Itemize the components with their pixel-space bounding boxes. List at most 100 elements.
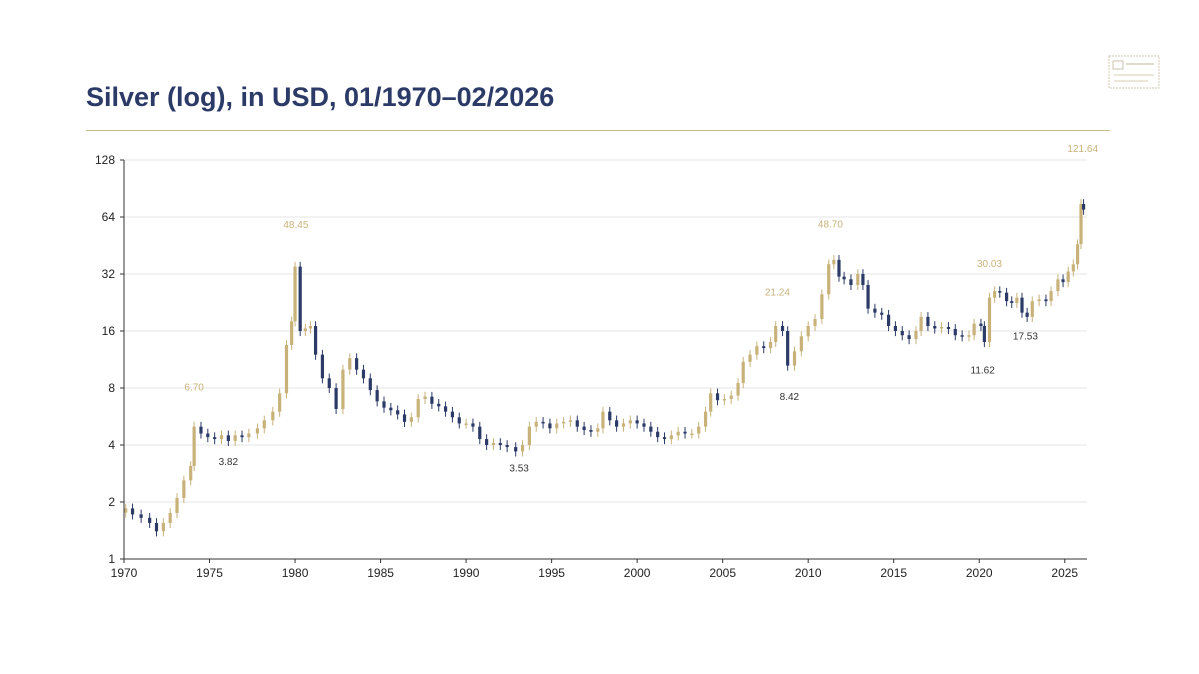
candle-down — [715, 393, 720, 401]
peak-annotation: 30.03 — [977, 259, 1002, 270]
candle-up — [161, 522, 165, 532]
candle-down — [213, 437, 217, 440]
candle-down — [926, 316, 930, 327]
candle-down — [313, 326, 318, 355]
candle-down — [541, 421, 545, 424]
y-tick-label: 64 — [102, 210, 116, 224]
candle-down — [1010, 301, 1014, 303]
candle-up — [219, 435, 224, 440]
candle-down — [866, 284, 870, 309]
candle-down — [982, 326, 986, 342]
candle-down — [575, 420, 579, 427]
candle-up — [262, 420, 266, 429]
candle-down — [780, 326, 785, 331]
candle-up — [175, 497, 179, 513]
candle-up — [690, 433, 694, 436]
candle-up — [709, 393, 713, 412]
candle-up — [820, 294, 824, 320]
candle-down — [762, 346, 766, 349]
candle-down — [960, 335, 964, 337]
candle-down — [154, 522, 159, 532]
y-tick-label: 16 — [102, 324, 116, 338]
candle-up — [423, 396, 427, 399]
candle-down — [615, 420, 619, 427]
candle-down — [226, 435, 230, 441]
candle-down — [355, 358, 359, 370]
peak-annotation: 21.24 — [765, 288, 790, 299]
candle-down — [582, 426, 586, 431]
candle-down — [396, 410, 400, 415]
title-divider — [86, 130, 1110, 131]
candle-up — [464, 423, 468, 425]
candle-up — [669, 435, 673, 440]
x-tick-label: 2020 — [966, 566, 993, 580]
y-tick-label: 128 — [95, 153, 115, 167]
candle-up — [255, 428, 260, 434]
candle-up — [755, 346, 759, 355]
candle-down — [514, 447, 518, 452]
candle-down — [1005, 292, 1009, 302]
grid-lines — [124, 159, 1087, 503]
candle-down — [139, 514, 143, 518]
annotations: 6.70 3.82 48.45 3.53 21.24 8.42 48.70 11.62 30.0… — [184, 144, 1098, 474]
candle-down — [849, 279, 853, 285]
candle-up — [628, 420, 632, 424]
candle-up — [561, 421, 566, 424]
candle-up — [827, 264, 831, 295]
candle-up — [182, 480, 186, 498]
candle-down — [548, 423, 552, 429]
candle-up — [1075, 244, 1080, 265]
candle-up — [348, 358, 352, 370]
candle-down — [933, 326, 937, 329]
candle-up — [856, 274, 860, 285]
candle-up — [555, 423, 559, 429]
candle-up — [774, 326, 778, 342]
x-tick-label: 1985 — [367, 566, 394, 580]
candle-down — [361, 369, 366, 379]
peak-annotation: 121.64 — [1067, 144, 1098, 155]
candle-down — [861, 274, 865, 285]
candle-down — [893, 326, 898, 331]
candle-up — [1049, 291, 1053, 302]
candle-up — [409, 417, 413, 422]
x-tick-label: 2025 — [1051, 566, 1078, 580]
candle-down — [837, 259, 841, 277]
axes: 1 2 4 8 16 32 64 128 1970 1975 1980 1985 1990 1995 200… — [95, 153, 1087, 580]
candle-up — [534, 421, 538, 427]
candle-up — [768, 341, 773, 349]
candle-down — [953, 328, 957, 336]
candle-up — [124, 508, 128, 513]
candle-down — [907, 335, 911, 340]
stamp-logo — [1108, 55, 1160, 89]
candle-down — [437, 403, 441, 407]
candle-down — [240, 435, 244, 438]
candle-up — [233, 435, 237, 441]
candle-down — [148, 517, 152, 523]
candle-up — [940, 326, 944, 329]
candle-down — [389, 407, 393, 411]
candle-up — [676, 431, 680, 436]
trough-annotation: 17.53 — [1013, 331, 1038, 342]
price-candles — [124, 199, 1086, 537]
candle-up — [729, 395, 733, 399]
peak-annotation: 48.70 — [818, 219, 843, 230]
candle-up — [919, 316, 923, 331]
y-tick-label: 4 — [108, 438, 115, 452]
peak-annotation: 48.45 — [283, 220, 308, 231]
y-tick-label: 8 — [108, 381, 115, 395]
candle-down — [998, 291, 1002, 293]
candle-down — [1061, 279, 1065, 283]
candle-up — [832, 259, 836, 265]
candle-up — [967, 335, 971, 337]
candle-up — [741, 361, 745, 384]
candle-up — [1030, 301, 1034, 317]
candle-up — [284, 344, 289, 394]
y-tick-label: 32 — [102, 267, 116, 281]
candle-up — [697, 426, 701, 434]
candle-up — [278, 393, 282, 412]
candle-up — [1071, 264, 1075, 272]
candle-up — [1066, 271, 1070, 283]
candle-down — [608, 411, 612, 421]
candle-down — [683, 431, 687, 434]
